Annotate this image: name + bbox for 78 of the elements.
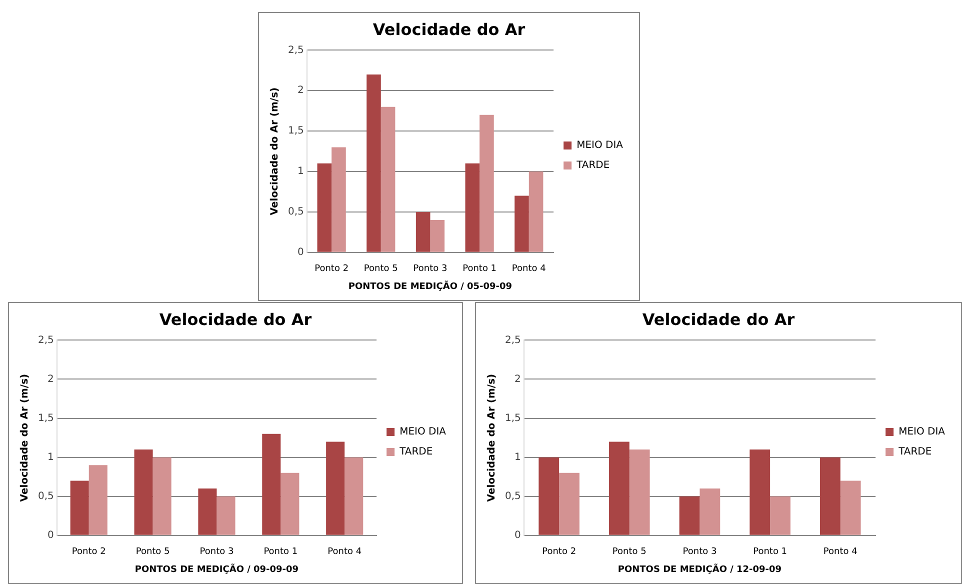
y-tick-label: 0 <box>298 246 304 258</box>
bar <box>88 465 108 535</box>
y-tick-label: 1 <box>48 452 54 463</box>
y-tick-label: 2,5 <box>38 334 54 346</box>
y-tick-label: 2 <box>48 374 54 385</box>
x-tick-label: Ponto 1 <box>462 264 497 274</box>
y-tick-label: 0,5 <box>504 490 521 502</box>
x-axis-title: PONTOS DE MEDIÇÃO / 09-09-09 <box>134 562 299 575</box>
y-tick-label: 1,5 <box>504 412 521 424</box>
x-axis-title: PONTOS DE MEDIÇÃO / 05-09-09 <box>348 280 512 292</box>
bar <box>528 172 544 252</box>
y-tick-label: 2 <box>514 374 521 385</box>
bar <box>70 480 89 535</box>
bar <box>332 147 346 252</box>
x-tick-label: Ponto 5 <box>612 547 646 558</box>
y-tick-label: 1 <box>514 452 521 463</box>
y-tick-label: 1,5 <box>288 126 304 137</box>
bar <box>820 457 840 535</box>
y-tick-label: 2 <box>298 85 304 96</box>
bar <box>700 488 720 535</box>
x-tick-label: Ponto 1 <box>753 547 788 558</box>
bar <box>514 196 529 252</box>
x-tick-label: Ponto 2 <box>72 547 106 558</box>
x-tick-label: Ponto 4 <box>328 547 362 558</box>
bar <box>465 163 480 252</box>
x-tick-label: Ponto 2 <box>542 547 576 558</box>
bar <box>538 457 560 535</box>
bar <box>326 442 345 535</box>
x-tick-label: Ponto 3 <box>682 547 717 558</box>
x-tick-label: Ponto 3 <box>413 264 448 274</box>
x-tick-label: Ponto 5 <box>136 547 170 558</box>
y-tick-label: 0,5 <box>288 206 304 218</box>
chart-title: Velocidade do Ar <box>372 20 526 39</box>
bar <box>770 496 790 535</box>
bar <box>198 488 217 535</box>
x-tick-label: Ponto 2 <box>314 264 349 274</box>
x-tick-label: Ponto 1 <box>264 547 298 558</box>
x-tick-label: Ponto 3 <box>200 547 234 558</box>
y-axis-title: Velocidade do Ar (m/s) <box>486 374 498 502</box>
legend-label: TARDE <box>576 160 610 172</box>
legend-label: TARDE <box>898 446 932 458</box>
legend-label: MEIO DIA <box>400 426 446 438</box>
bar <box>480 114 494 252</box>
bar <box>430 220 445 252</box>
bar <box>750 450 770 535</box>
bar <box>366 74 381 252</box>
y-tick-label: 2,5 <box>504 334 521 346</box>
y-tick-label: 2,5 <box>288 44 304 56</box>
x-tick-label: Ponto 4 <box>823 547 858 558</box>
legend-label: MEIO DIA <box>576 140 624 152</box>
bar <box>416 212 430 252</box>
y-axis-title: Velocidade do Ar (m/s) <box>270 87 281 216</box>
bar <box>629 450 650 535</box>
chart-title: Velocidade do Ar <box>642 310 795 329</box>
bar <box>679 496 700 535</box>
bar <box>280 472 300 535</box>
chart-title: Velocidade do Ar <box>159 310 312 329</box>
y-tick-label: 0 <box>514 530 521 541</box>
bar <box>344 457 364 535</box>
bar <box>609 442 630 535</box>
bar <box>559 472 580 535</box>
bar <box>317 163 332 252</box>
y-tick-label: 0 <box>48 530 54 541</box>
y-tick-label: 0,5 <box>38 490 54 502</box>
legend-label: TARDE <box>398 446 433 458</box>
bar <box>216 496 236 535</box>
y-tick-label: 1,5 <box>38 412 54 424</box>
x-axis-title: PONTOS DE MEDIÇÃO / 12-09-09 <box>618 562 782 575</box>
bar <box>152 457 172 535</box>
x-tick-label: Ponto 4 <box>512 264 546 274</box>
x-tick-label: Ponto 5 <box>364 264 398 274</box>
bar <box>134 450 153 535</box>
bar <box>380 106 396 252</box>
y-tick-label: 1 <box>298 166 304 178</box>
bar <box>840 480 861 535</box>
legend-label: MEIO DIA <box>898 426 946 438</box>
bar <box>262 434 281 535</box>
y-axis-title: Velocidade do Ar (m/s) <box>20 374 31 502</box>
